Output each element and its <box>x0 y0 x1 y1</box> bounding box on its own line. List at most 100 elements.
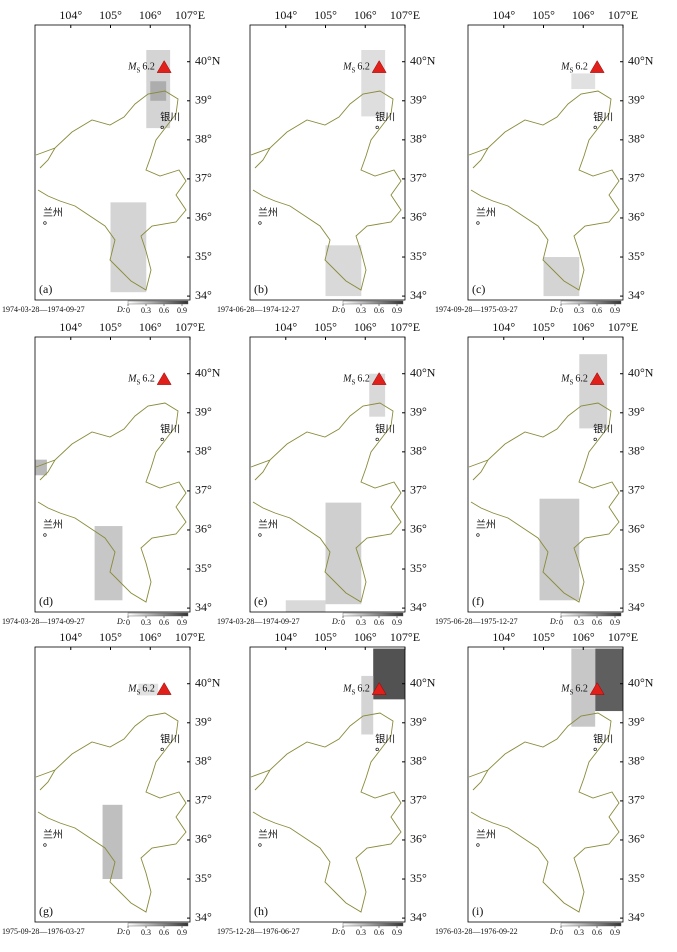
lat-tick-label: 34° <box>195 910 212 924</box>
event-magnitude: 6.2 <box>575 374 588 385</box>
lat-tick-label: 36° <box>195 210 212 224</box>
lon-tick-label: 107°E <box>608 320 638 334</box>
colorbar-tick-label: 0.6 <box>374 928 384 937</box>
panel-letter: (b) <box>254 282 268 296</box>
lat-tick-label: 34° <box>628 600 645 614</box>
period-label: 1974-03-28—1974-09-27 <box>217 617 300 626</box>
lat-tick-label: 35° <box>628 561 645 575</box>
panel-letter: (a) <box>39 282 52 296</box>
colorbar-tick-label: 0.3 <box>574 928 584 937</box>
event-symbol: M <box>342 62 352 73</box>
lon-tick-label: 107°E <box>390 8 420 22</box>
event-subscript: S <box>570 688 574 696</box>
lon-tick-label: 107°E <box>608 8 638 22</box>
epicenter <box>156 60 172 73</box>
lat-tick-label: 37° <box>628 793 645 807</box>
lon-tick-label: 105° <box>314 320 337 334</box>
city-label: 银川 <box>593 110 613 123</box>
map-panel: 104° 105° 106° 107°E 40°N 39° 38° 37° 36° 35° 34° M… <box>2 320 221 627</box>
city-label: 兰州 <box>43 518 63 531</box>
period-label: 1975-12-28—1976-06-27 <box>217 927 300 936</box>
lat-tick-label: 36° <box>195 522 212 536</box>
map-panel: 104° 105° 106° 107°E 40°N 39° 38° 37° 36° 35° 34° M… <box>435 8 654 315</box>
map-frame <box>34 336 191 613</box>
city-label: 银川 <box>160 422 180 435</box>
lat-tick-label: 34° <box>410 910 427 924</box>
anomaly-patch <box>543 257 580 297</box>
colorbar <box>127 300 189 305</box>
city-marker <box>375 747 379 751</box>
event-label: MS 6.2 <box>127 62 155 74</box>
lon-tick-label: 104° <box>492 320 515 334</box>
epicenter <box>371 60 387 73</box>
panel-letter: (e) <box>254 594 267 608</box>
panel-letter: (c) <box>472 282 485 296</box>
event-symbol: M <box>560 62 570 73</box>
lat-tick-label: 39° <box>628 715 645 729</box>
map-panel: 104° 105° 106° 107°E 40°N 39° 38° 37° 36° 35° 34° M… <box>2 8 221 315</box>
lon-tick-label: 105° <box>99 630 122 644</box>
lon-tick-label: 105° <box>314 8 337 22</box>
lon-tick-label: 106° <box>354 320 377 334</box>
period-label: 1974-03-28—1974-09-27 <box>2 305 85 314</box>
city-label: 银川 <box>375 110 395 123</box>
map-panel: 104° 105° 106° 107°E 40°N 39° 38° 37° 36° 35° 34° M… <box>2 630 221 937</box>
anomaly-patch <box>150 81 167 101</box>
anomaly-patch <box>325 502 362 605</box>
anomaly-patch <box>138 683 159 696</box>
map-frame <box>467 336 624 613</box>
colorbar-tick-label: 0.9 <box>392 306 402 315</box>
event-subscript: S <box>352 378 356 386</box>
anomaly-patch <box>595 648 623 712</box>
city-marker <box>476 221 480 225</box>
colorbar <box>560 300 622 305</box>
lat-tick-label: 39° <box>628 405 645 419</box>
lat-tick-label: 39° <box>410 93 427 107</box>
colorbar-tick-label: 0.6 <box>592 306 602 315</box>
panel-letter: (i) <box>472 904 483 918</box>
city-label: 银川 <box>160 110 180 123</box>
city-marker <box>476 843 480 847</box>
lat-tick-label: 39° <box>195 405 212 419</box>
lat-tick-label: 40°N <box>410 53 436 67</box>
colorbar-tick-label: 0.9 <box>177 928 187 937</box>
colorbar-tick-label: 0.9 <box>392 928 402 937</box>
lat-tick-label: 36° <box>410 522 427 536</box>
lon-tick-label: 106° <box>572 630 595 644</box>
lon-tick-label: 105° <box>532 8 555 22</box>
city-label: 兰州 <box>258 518 278 531</box>
lat-tick-label: 37° <box>195 171 212 185</box>
epicenter <box>589 372 605 385</box>
event-label: MS 6.2 <box>560 62 588 74</box>
lat-tick-label: 35° <box>195 249 212 263</box>
anomaly-patch <box>35 459 47 476</box>
city-label: 兰州 <box>43 828 63 841</box>
city-marker <box>258 221 262 225</box>
lat-tick-label: 38° <box>628 754 645 768</box>
period-label: 1976-03-28—1976-09-22 <box>435 927 518 936</box>
colorbar <box>342 922 404 927</box>
lat-tick-label: 35° <box>410 561 427 575</box>
colorbar-tick-label: 0.9 <box>177 306 187 315</box>
event-subscript: S <box>352 66 356 74</box>
city-marker <box>258 843 262 847</box>
map-panel: 104° 105° 106° 107°E 40°N 39° 38° 37° 36° 35° 34° M… <box>217 630 436 937</box>
colorbar-tick-label: 0.3 <box>574 618 584 627</box>
lon-tick-label: 105° <box>99 320 122 334</box>
lat-tick-label: 38° <box>195 754 212 768</box>
lat-tick-label: 37° <box>628 171 645 185</box>
lat-tick-label: 35° <box>195 561 212 575</box>
event-subscript: S <box>137 378 141 386</box>
event-symbol: M <box>127 62 137 73</box>
lat-tick-label: 40°N <box>628 675 654 689</box>
city-label: 银川 <box>160 732 180 745</box>
epicenter <box>589 60 605 73</box>
colorbar-tick-label: 0.3 <box>574 306 584 315</box>
anomaly-patch <box>110 202 147 293</box>
anomaly-patch <box>579 354 608 429</box>
lat-tick-label: 39° <box>195 93 212 107</box>
colorbar-tick-label: 0.3 <box>141 306 151 315</box>
epicenter <box>156 682 172 695</box>
lon-tick-label: 106° <box>572 320 595 334</box>
